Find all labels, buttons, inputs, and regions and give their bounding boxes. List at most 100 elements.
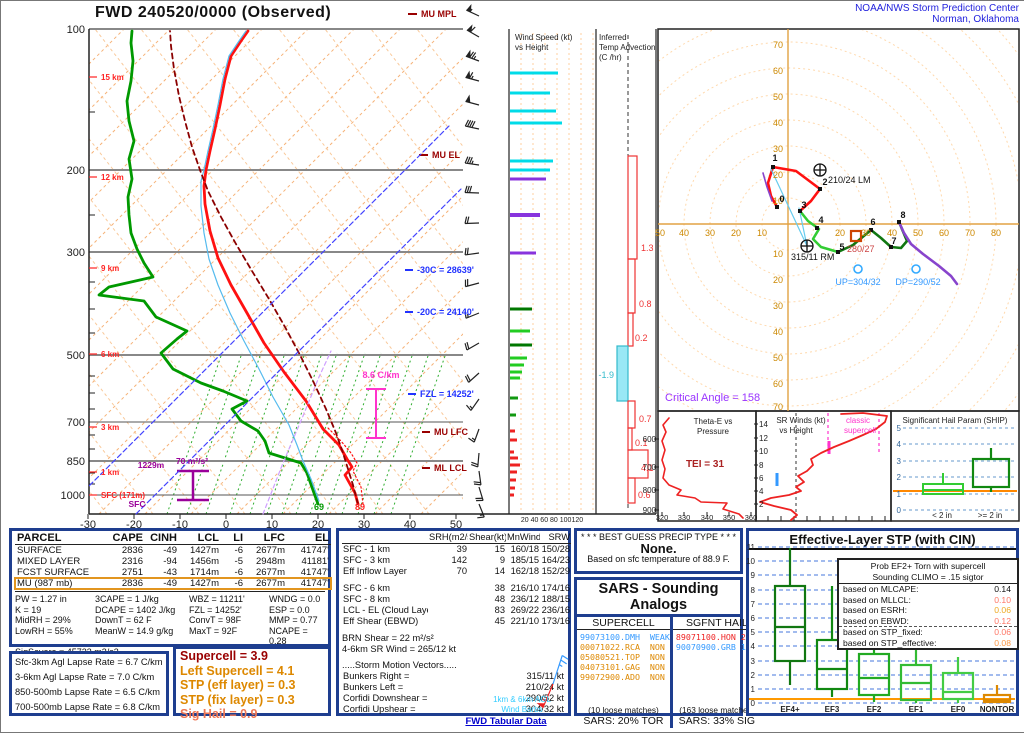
chart-label: 70 m²/s² (176, 456, 208, 466)
mixing-ratio-line (342, 353, 397, 514)
chart-label: DP=290/52 (895, 277, 940, 287)
wind-barb-flag (467, 24, 473, 32)
srh-cell: 48 (468, 594, 506, 605)
wind-barb (465, 217, 479, 224)
chart-label: Temp Advection (599, 43, 655, 52)
mixing-ratio-line (310, 353, 365, 514)
chart-label: vs Height (515, 43, 549, 52)
parcel-cell: 1456m (179, 556, 221, 567)
sars-analog-entry[interactable]: 99072900.ADO NON (580, 672, 670, 682)
range-ring (554, 1, 1022, 458)
stp-prob-value: 0.12 (994, 616, 1011, 627)
stat-value: K = 19 (15, 605, 95, 616)
srh-cell (428, 605, 468, 616)
stp-prob-label: based on MLCAPE: (843, 584, 918, 595)
table-row: Bunkers Left =210/24 kt (342, 682, 565, 693)
chart-label: supercell (844, 426, 876, 435)
wind-barb-halftick (470, 406, 472, 409)
dry-adiabat-line (1, 29, 199, 514)
wind-barb-shaft (465, 283, 479, 287)
isotherm-line (1, 29, 216, 514)
chart-label: 100 (67, 24, 85, 36)
chart-label: 1 (897, 490, 902, 499)
tabular-data-link[interactable]: FWD Tabular Data (441, 716, 571, 727)
isotherm-line (145, 29, 630, 514)
parcel-cell: -49 (145, 545, 179, 557)
wind-barb-halftick (472, 438, 475, 440)
chart-label: FZL = 14252' (420, 389, 474, 399)
chart-label: SR Winds (kt) (776, 416, 826, 425)
stp-prob-row: based on EBWD:0.12 (839, 616, 1017, 627)
wind-barb-shaft (465, 77, 479, 81)
sars-panel: SARS - Sounding Analogs SUPERCELL 990731… (574, 577, 743, 716)
isotherm-line (1, 29, 354, 514)
wind-barb-halftick (472, 161, 473, 164)
wind-speed-bar (510, 464, 520, 467)
composite-index-line: Sig Hail = 0.9 (180, 707, 324, 722)
chart-label: 210/24 LM (828, 175, 871, 185)
wind-barb (465, 186, 479, 193)
mixing-ratio-line (326, 353, 381, 514)
panel-frame (891, 411, 1019, 521)
chart-label: SFC (129, 499, 146, 509)
isotherm-line (1, 29, 400, 514)
hodo-level-dot (897, 220, 901, 224)
srh-cell: 45 (468, 616, 506, 627)
chart-label: < 2 in (932, 511, 952, 520)
chart-label: 2 (759, 500, 764, 509)
page-title: FWD 240520/0000 (Observed) (95, 4, 331, 22)
sars-hail-result: SARS: 33% SIG (673, 715, 761, 728)
chart-label: 320 (656, 513, 669, 522)
stat-value: MMP = 0.77 (269, 615, 327, 626)
chart-label: 70 (773, 402, 783, 412)
wind-speed-bar (510, 92, 550, 95)
srh-cell: 236/16 (540, 605, 571, 616)
sars-analog-entry[interactable]: 04073101.GAG NON (580, 662, 670, 672)
wind-barb-tick (477, 517, 484, 518)
wind-barb-shaft (467, 30, 479, 37)
wind-speed-bar (510, 414, 516, 417)
skewt-grid (1, 29, 952, 514)
table-row: Corfidi Downshear =290/52 kt (342, 693, 565, 704)
wind-barb-halftick (470, 9, 472, 12)
panel-frame (658, 411, 756, 521)
chart-label: 20 (835, 228, 845, 238)
stat-value: DownT = 62 F (95, 615, 189, 626)
isotherm-line (7, 29, 492, 514)
wind-barb-tick (465, 186, 467, 193)
org-line1: NOAA/NWS Storm Prediction Center (855, 3, 1019, 14)
dry-adiabat-line (417, 29, 797, 514)
chart-label: UP=304/32 (835, 277, 880, 287)
chart-label: 1229m (138, 460, 165, 470)
wind-barb-shaft (467, 343, 479, 350)
hodograph-rings (502, 1, 1024, 510)
chart-label: 300 (67, 247, 85, 259)
wind-barb-tick (472, 53, 476, 59)
srh-cell: SFC - 3 km (342, 555, 428, 566)
chart-label: 20 (731, 228, 741, 238)
wind-barb-tick (469, 72, 473, 78)
storm-motion-cell: Bunkers Right = (342, 671, 454, 682)
sars-analog-entry[interactable]: 00071022.RCA NON (580, 642, 670, 652)
sars-analog-entry[interactable]: 05080521.TOP NON (580, 652, 670, 662)
stat-value: NCAPE = 0.28 (269, 626, 327, 647)
mixing-ratio-line (391, 353, 446, 514)
dry-adiabat-line (187, 29, 567, 514)
wind-barb-tick (467, 342, 469, 349)
chart-label: Critical Angle = 158 (665, 392, 760, 404)
stat-value: 3CAPE = 1 J/kg (95, 594, 189, 605)
srh-cell: 185/15 (506, 555, 540, 566)
sars-analog-entry[interactable]: 99073100.DMH WEAK (580, 632, 670, 642)
composite-index-line: STP (fix layer) = 0.3 (180, 693, 324, 708)
wind-speed-bar (510, 494, 514, 497)
parcel-trace (170, 31, 358, 504)
mixing-ratio-line (167, 353, 222, 514)
wind-speed-bar (510, 160, 553, 163)
chart-label: 315/11 RM (791, 252, 834, 262)
dry-adiabat-line (233, 29, 613, 514)
dry-adiabat-line (325, 29, 705, 514)
srh-cell: 38 (468, 583, 506, 594)
